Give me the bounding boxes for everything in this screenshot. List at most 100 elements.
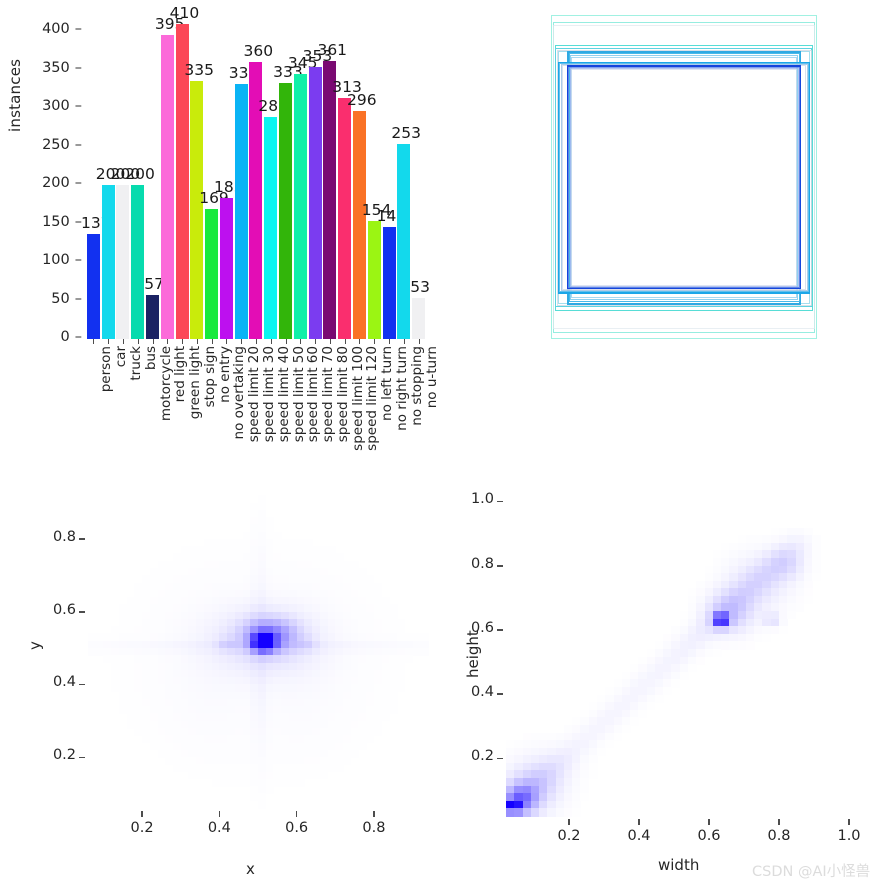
bar-item[interactable]: 200 (111, 12, 140, 339)
heatmap-cell (304, 720, 313, 729)
heatmap-cell (795, 527, 805, 536)
heatmap-cell (273, 713, 282, 722)
heatmap-cell (358, 633, 367, 642)
heatmap-cell (227, 691, 236, 700)
heatmap-cell (812, 550, 821, 559)
heatmap-cell (646, 702, 656, 711)
heatmap-cell (281, 742, 290, 751)
heatmap-cell (242, 597, 251, 605)
bar-item[interactable]: 360 (244, 12, 273, 339)
instances-bar-chart: instances 0–50–100–150–200–250–300–350–4… (0, 0, 447, 451)
heatmap-cell (712, 557, 722, 567)
heatmap-cell (134, 640, 143, 649)
bar-chart-x-tick-label: bus (142, 346, 159, 371)
bar-item[interactable]: 183 (214, 12, 244, 339)
heatmap-cell (203, 648, 213, 656)
heatmap-cell (288, 684, 298, 693)
heatmap-cell (389, 648, 398, 656)
bar-item[interactable]: 353 (303, 12, 332, 339)
heatmap-cell (373, 604, 383, 613)
heatmap-cell (203, 677, 213, 685)
bar-item[interactable]: 361 (317, 12, 347, 339)
heatmap-cell (762, 542, 772, 551)
heatmap-cell (350, 648, 360, 656)
heatmap-cell (180, 662, 190, 671)
bar-item[interactable]: 335 (184, 12, 214, 339)
bar-item[interactable]: 169 (199, 12, 229, 339)
bar-item[interactable]: 200 (96, 12, 125, 339)
bar-value-label: 335 (184, 61, 215, 80)
heatmap-cell (327, 589, 336, 598)
heatmap-cell (165, 677, 174, 685)
bar-chart-y-tick-mark: – (74, 329, 82, 345)
heatmap-cell (126, 706, 135, 715)
heatmap-cell (180, 749, 190, 758)
heatmap-cell (134, 648, 143, 656)
bar-item[interactable]: 146 (377, 12, 406, 339)
heatmap-cell (242, 706, 251, 715)
heatmap-cell (250, 691, 259, 700)
heatmap-cell (250, 538, 259, 547)
heatmap-cell (304, 706, 313, 715)
heatmap-cell (103, 648, 112, 656)
heatmap-cell (111, 648, 120, 656)
heatmap-cell (319, 706, 329, 715)
bar-chart-x-tick-mark (241, 339, 243, 344)
heatmap-cell (696, 580, 706, 589)
heatmap-cell (397, 669, 406, 678)
heatmap-cell (696, 641, 706, 650)
bar-item[interactable]: 200 (125, 12, 155, 339)
heatmap-cell (250, 509, 259, 518)
heatmap-cell (234, 778, 244, 787)
heatmap-cell (227, 669, 236, 678)
heatmap-cell (250, 560, 259, 569)
bar-item[interactable]: 296 (347, 12, 377, 339)
heatmap-cell (358, 597, 367, 605)
heatmap-cell (196, 764, 205, 773)
heatmap-cell (588, 732, 598, 741)
heatmap-cell (118, 633, 128, 642)
heatmap-cell (118, 604, 128, 613)
heatmap-cell (180, 669, 190, 678)
bar-item[interactable]: 410 (170, 4, 199, 339)
bar-item[interactable]: 154 (362, 12, 391, 339)
heatmap-cell (258, 669, 267, 678)
heatmap-cell (547, 793, 557, 802)
heatmap-cell (258, 662, 267, 671)
bar-item[interactable]: 395 (155, 12, 184, 339)
heatmap-cell (273, 538, 282, 547)
heatmap-cell (343, 648, 352, 656)
heatmap-cell (327, 742, 336, 751)
heatmap-cell (242, 575, 251, 584)
heatmap-cell (258, 546, 267, 555)
heatmap-cell (343, 568, 352, 576)
heatmap-cell (273, 735, 282, 744)
bar-value-label: 353 (302, 47, 333, 66)
bar-item[interactable]: 331 (229, 12, 258, 339)
heatmap-cell (188, 691, 197, 700)
bar-item[interactable]: 53 (410, 12, 430, 339)
heatmap-cell (227, 720, 236, 729)
heatmap-cell (258, 502, 267, 511)
heatmap-cell (762, 588, 772, 597)
bar-item[interactable]: 57 (144, 12, 164, 339)
heatmap-cell (787, 573, 797, 582)
bar-item[interactable]: 313 (332, 12, 362, 339)
heatmap-cell (126, 640, 135, 649)
heatmap-cell (319, 546, 329, 555)
heatmap-cell (803, 565, 813, 574)
heatmap-cell (211, 742, 220, 751)
heatmap-cell (327, 553, 336, 562)
heatmap-cell (343, 691, 352, 700)
bar-item[interactable]: 288 (258, 12, 288, 339)
heatmap-cell (180, 640, 190, 649)
heatmap-cell (203, 538, 213, 547)
heatmap-cell (327, 662, 336, 671)
heatmap-cell (343, 684, 352, 693)
heatmap-cell (803, 580, 813, 589)
bar-item[interactable]: 253 (391, 12, 421, 339)
heatmap-cell (188, 728, 197, 736)
bar-item[interactable]: 345 (288, 12, 317, 339)
heatmap-cell (373, 684, 383, 693)
heatmap-cell (118, 706, 128, 715)
